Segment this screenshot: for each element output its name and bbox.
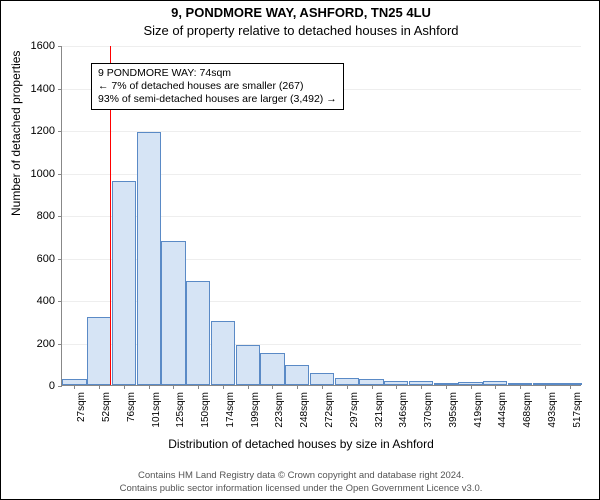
histogram-bar bbox=[335, 378, 359, 385]
x-tick-mark bbox=[446, 385, 447, 389]
y-tick-label: 400 bbox=[15, 295, 55, 307]
x-tick-label: 125sqm bbox=[175, 392, 186, 428]
x-tick-label: 101sqm bbox=[151, 392, 162, 428]
x-tick-mark bbox=[272, 385, 273, 389]
histogram-bar bbox=[161, 241, 185, 386]
y-tick-label: 1000 bbox=[15, 168, 55, 180]
x-tick-mark bbox=[520, 385, 521, 389]
y-tick-mark bbox=[58, 174, 62, 175]
x-tick-label: 468sqm bbox=[522, 392, 533, 428]
y-tick-label: 800 bbox=[15, 210, 55, 222]
y-tick-label: 600 bbox=[15, 253, 55, 265]
x-tick-mark bbox=[173, 385, 174, 389]
x-tick-mark bbox=[495, 385, 496, 389]
histogram-bar bbox=[211, 321, 235, 385]
x-tick-mark bbox=[421, 385, 422, 389]
x-tick-label: 493sqm bbox=[547, 392, 558, 428]
footer-line-1: Contains HM Land Registry data © Crown c… bbox=[1, 470, 600, 482]
histogram-bar bbox=[137, 132, 161, 385]
footer-attribution: Contains HM Land Registry data © Crown c… bbox=[1, 470, 600, 495]
x-tick-mark bbox=[396, 385, 397, 389]
x-tick-label: 395sqm bbox=[448, 392, 459, 428]
histogram-bar bbox=[260, 353, 284, 385]
histogram-bar bbox=[87, 317, 111, 385]
x-tick-label: 27sqm bbox=[76, 392, 87, 422]
y-tick-mark bbox=[58, 301, 62, 302]
x-tick-mark bbox=[347, 385, 348, 389]
footer-line-2: Contains public sector information licen… bbox=[1, 483, 600, 495]
x-tick-mark bbox=[322, 385, 323, 389]
x-tick-label: 419sqm bbox=[473, 392, 484, 428]
x-tick-label: 76sqm bbox=[126, 392, 137, 422]
y-tick-mark bbox=[58, 216, 62, 217]
y-tick-mark bbox=[58, 344, 62, 345]
y-tick-mark bbox=[58, 259, 62, 260]
x-tick-label: 346sqm bbox=[398, 392, 409, 428]
x-tick-label: 150sqm bbox=[200, 392, 211, 428]
x-tick-label: 370sqm bbox=[423, 392, 434, 428]
y-tick-label: 1600 bbox=[15, 40, 55, 52]
annotation-box: 9 PONDMORE WAY: 74sqm ← 7% of detached h… bbox=[91, 63, 344, 110]
x-tick-mark bbox=[297, 385, 298, 389]
chart-container: 9, PONDMORE WAY, ASHFORD, TN25 4LU Size … bbox=[0, 0, 600, 500]
histogram-bar bbox=[236, 345, 260, 385]
x-axis-label: Distribution of detached houses by size … bbox=[1, 437, 600, 451]
y-tick-label: 1400 bbox=[15, 83, 55, 95]
x-tick-label: 321sqm bbox=[374, 392, 385, 428]
x-tick-label: 297sqm bbox=[349, 392, 360, 428]
histogram-bar bbox=[310, 373, 334, 385]
x-tick-label: 52sqm bbox=[101, 392, 112, 422]
annotation-line-2: ← 7% of detached houses are smaller (267… bbox=[98, 80, 337, 93]
x-tick-label: 223sqm bbox=[274, 392, 285, 428]
x-tick-mark bbox=[124, 385, 125, 389]
y-tick-label: 1200 bbox=[15, 125, 55, 137]
x-tick-mark bbox=[149, 385, 150, 389]
x-tick-mark bbox=[99, 385, 100, 389]
x-tick-label: 174sqm bbox=[225, 392, 236, 428]
chart-title-address: 9, PONDMORE WAY, ASHFORD, TN25 4LU bbox=[1, 5, 600, 20]
x-tick-label: 199sqm bbox=[250, 392, 261, 428]
x-tick-label: 444sqm bbox=[497, 392, 508, 428]
histogram-bar bbox=[186, 281, 210, 385]
x-tick-mark bbox=[198, 385, 199, 389]
histogram-bar bbox=[285, 365, 309, 385]
y-tick-mark bbox=[58, 46, 62, 47]
annotation-line-1: 9 PONDMORE WAY: 74sqm bbox=[98, 67, 337, 80]
chart-subtitle: Size of property relative to detached ho… bbox=[1, 23, 600, 38]
histogram-bar bbox=[112, 181, 136, 385]
x-tick-mark bbox=[570, 385, 571, 389]
y-tick-mark bbox=[58, 131, 62, 132]
annotation-line-3: 93% of semi-detached houses are larger (… bbox=[98, 93, 337, 106]
x-tick-mark bbox=[471, 385, 472, 389]
x-tick-label: 517sqm bbox=[572, 392, 583, 428]
x-tick-mark bbox=[223, 385, 224, 389]
x-tick-label: 248sqm bbox=[299, 392, 310, 428]
y-tick-label: 200 bbox=[15, 338, 55, 350]
y-tick-label: 0 bbox=[15, 380, 55, 392]
x-tick-mark bbox=[372, 385, 373, 389]
x-tick-label: 272sqm bbox=[324, 392, 335, 428]
gridline bbox=[62, 46, 581, 47]
y-tick-mark bbox=[58, 89, 62, 90]
y-tick-mark bbox=[58, 386, 62, 387]
x-tick-mark bbox=[545, 385, 546, 389]
x-tick-mark bbox=[74, 385, 75, 389]
x-tick-mark bbox=[248, 385, 249, 389]
